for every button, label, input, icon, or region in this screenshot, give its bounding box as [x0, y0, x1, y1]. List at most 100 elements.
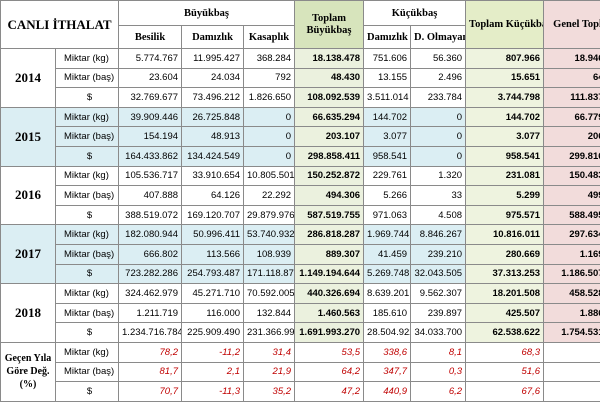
value-cell: 254.793.487	[181, 263, 245, 285]
column-header: D. Olmayan	[410, 25, 467, 49]
percent-cell: 47,2	[294, 381, 365, 402]
value-cell: 458.528.202	[543, 283, 600, 304]
value-cell: 225.909.490	[181, 322, 245, 343]
value-cell: 32.043.505	[410, 263, 467, 285]
value-cell: 3.744.798	[465, 87, 545, 108]
value-cell: 4.508	[410, 204, 467, 226]
value-cell: 154.194	[118, 126, 183, 147]
value-cell: 0	[243, 126, 296, 147]
value-cell: 53.740.932	[243, 224, 296, 245]
data-row: Miktar (baş) 154.194 48.913 0 203.107 3.077 0 3…	[1, 126, 600, 147]
value-cell: 39.909.446	[118, 106, 183, 128]
percent-cell: 67,6	[465, 381, 545, 402]
value-cell: 169.120.707	[181, 204, 245, 226]
data-row: $164.433.862 134.424.549 0 298.858.411 958.5…	[1, 145, 600, 167]
value-cell: 368.284	[243, 48, 296, 69]
row-label: Miktar (baş)	[54, 185, 120, 206]
row-label: $	[54, 204, 120, 226]
percent-cell: 8,1	[410, 341, 467, 363]
value-cell: 1.169.976	[543, 243, 600, 265]
value-cell: 62.538.622	[465, 322, 545, 343]
value-cell: 9.562.307	[410, 283, 467, 304]
value-cell: 587.519.755	[294, 204, 365, 226]
value-cell: 1.320	[410, 165, 467, 187]
value-cell: 1.754.531.892	[543, 322, 600, 343]
row-label: $	[54, 87, 120, 108]
value-cell: 23.604	[118, 67, 183, 89]
change-row: Geçen Yıla Göre Değ. (%) Miktar (kg) 78,2-…	[0, 341, 600, 402]
value-cell: 66.779.996	[543, 106, 600, 128]
value-cell: 164.433.862	[118, 145, 183, 167]
change-row: Miktar (baş)81,72,121,964,2347,70,351,66…	[1, 361, 600, 383]
value-cell: 10.805.501	[243, 165, 296, 187]
value-cell: 113.566	[181, 243, 245, 265]
value-cell: 132.844	[243, 302, 296, 324]
year-cell: 2016	[0, 165, 56, 226]
value-cell: 231.366.996	[243, 322, 296, 343]
value-cell: 70.592.005	[243, 283, 296, 304]
value-cell: 150.252.872	[294, 165, 365, 187]
data-row: 2015 Miktar (kg) 39.909.446 26.725.848 0 66.6…	[0, 106, 600, 167]
value-cell: 203.107	[294, 126, 365, 147]
value-cell: 5.269.748	[363, 263, 412, 285]
value-cell: 0	[410, 145, 467, 167]
data-row: Miktar (baş) 1.211.719 116.000 132.844 1.460…	[1, 302, 600, 324]
value-cell: 388.519.072	[118, 204, 183, 226]
value-cell: 45.271.710	[181, 283, 245, 304]
percent-cell: 6,2	[410, 381, 467, 402]
value-cell: 298.858.411	[294, 145, 365, 167]
value-cell: 1.691.993.270	[294, 322, 365, 343]
percent-cell: 53,5	[294, 341, 365, 363]
row-label: Miktar (kg)	[54, 283, 120, 304]
value-cell: 1.149.194.644	[294, 263, 365, 285]
value-cell: 56.360	[410, 48, 467, 69]
value-cell: 111.837.337	[543, 87, 600, 108]
percent-cell: 64,2	[294, 361, 365, 383]
percent-cell: 68,3	[465, 341, 545, 363]
value-cell: 28.504.922	[363, 322, 412, 343]
value-cell: 32.769.677	[118, 87, 183, 108]
value-cell: 958.541	[363, 145, 412, 167]
value-cell: 15.651	[465, 67, 545, 89]
value-cell: 64.081	[543, 67, 600, 89]
percent-cell: -11,3	[181, 381, 245, 402]
value-cell: 286.818.287	[294, 224, 365, 245]
value-cell: 33.910.654	[181, 165, 245, 187]
percent-cell: 0,3	[410, 361, 467, 383]
value-cell: 280.669	[465, 243, 545, 265]
value-cell: 48.913	[181, 126, 245, 147]
value-cell: 8.846.267	[410, 224, 467, 245]
header-row: CANLI İTHALAT Büyükbaş Toplam Büyükbaş K…	[0, 0, 600, 49]
percent-cell: 21,9	[243, 361, 296, 383]
value-cell: 41.459	[363, 243, 412, 265]
row-label: Miktar (kg)	[54, 224, 120, 245]
value-cell: 24.034	[181, 67, 245, 89]
value-cell: 3.077	[363, 126, 412, 147]
value-cell: 150.483.953	[543, 165, 600, 187]
row-label: Miktar (baş)	[54, 302, 120, 324]
value-cell: 2.496	[410, 67, 467, 89]
row-label: Miktar (baş)	[54, 361, 120, 383]
value-cell: 26.725.848	[181, 106, 245, 128]
value-cell: 48.430	[294, 67, 365, 89]
value-cell: 64.126	[181, 185, 245, 206]
value-cell: 425.507	[465, 302, 545, 324]
value-cell: 33	[410, 185, 467, 206]
percent-cell: 54,1	[543, 341, 600, 363]
year-cell: 2017	[0, 224, 56, 285]
value-cell: 34.033.700	[410, 322, 467, 343]
percent-cell: 81,7	[118, 361, 183, 383]
value-cell: 5.299	[465, 185, 545, 206]
value-cell: 13.155	[363, 67, 412, 89]
value-cell: 0	[243, 106, 296, 128]
value-cell: 11.995.427	[181, 48, 245, 69]
value-cell: 499.605	[543, 185, 600, 206]
change-label: Geçen Yıla Göre Değ. (%)	[0, 341, 56, 402]
value-cell: 3.077	[465, 126, 545, 147]
data-row: 2018 Miktar (kg) 324.462.979 45.271.710 70.5…	[0, 283, 600, 343]
data-row: $723.282.286 254.793.487 171.118.871 1.149.…	[1, 263, 600, 285]
value-cell: 324.462.979	[118, 283, 183, 304]
column-header: Genel Toplam	[543, 0, 600, 49]
value-cell: 889.307	[294, 243, 365, 265]
